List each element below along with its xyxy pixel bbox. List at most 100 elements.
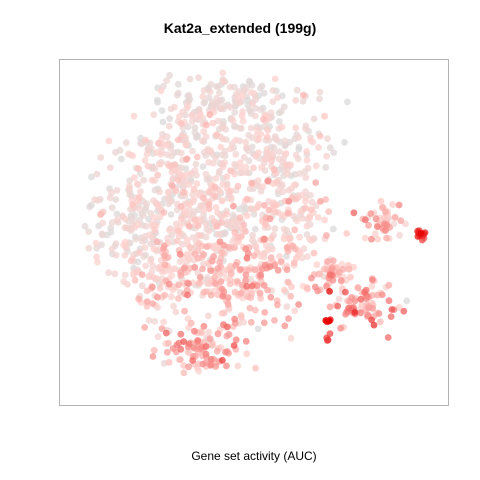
data-point xyxy=(285,279,292,286)
data-point xyxy=(143,298,151,305)
data-point xyxy=(164,234,172,242)
data-point xyxy=(285,315,292,322)
data-point xyxy=(158,107,166,114)
data-point xyxy=(328,264,336,271)
data-point xyxy=(302,173,310,181)
data-point xyxy=(267,293,275,301)
data-point xyxy=(374,235,382,243)
data-point xyxy=(202,288,210,295)
data-point xyxy=(154,201,162,209)
data-point xyxy=(164,188,172,196)
data-point xyxy=(214,265,222,272)
data-point xyxy=(257,271,265,279)
data-point xyxy=(144,145,152,153)
data-point xyxy=(210,253,218,260)
data-point xyxy=(303,253,311,261)
data-point xyxy=(201,98,209,106)
data-point xyxy=(186,201,194,208)
data-point xyxy=(174,136,182,144)
data-point xyxy=(316,88,324,96)
data-point xyxy=(112,240,120,248)
data-point xyxy=(259,183,267,191)
data-point xyxy=(212,175,220,182)
data-point xyxy=(213,222,221,230)
data-point xyxy=(179,132,187,140)
data-point xyxy=(274,94,281,101)
data-point xyxy=(133,180,141,188)
data-point xyxy=(271,317,278,324)
data-point xyxy=(214,83,222,90)
data-point xyxy=(261,235,268,243)
data-point xyxy=(357,309,365,317)
data-point xyxy=(264,286,271,294)
data-point xyxy=(237,313,245,321)
data-point xyxy=(130,174,138,182)
data-point xyxy=(310,249,318,257)
data-point xyxy=(168,272,176,280)
data-point xyxy=(122,139,130,147)
data-point xyxy=(227,187,235,195)
data-point xyxy=(141,244,149,252)
data-point xyxy=(316,95,323,103)
data-point xyxy=(369,305,376,312)
data-point xyxy=(314,214,322,221)
data-point xyxy=(142,222,150,230)
data-point xyxy=(191,167,199,174)
data-point xyxy=(236,214,244,222)
data-point xyxy=(292,151,300,159)
data-point xyxy=(135,165,142,173)
data-point xyxy=(232,150,240,158)
data-point xyxy=(191,129,199,137)
data-point xyxy=(172,166,179,174)
data-point xyxy=(150,245,158,253)
data-point xyxy=(145,317,153,324)
data-point xyxy=(262,220,269,228)
data-point xyxy=(213,131,221,139)
data-point xyxy=(171,161,179,168)
data-point xyxy=(388,306,396,313)
data-point xyxy=(144,162,152,170)
data-point xyxy=(206,88,214,96)
data-point xyxy=(188,112,196,120)
data-point xyxy=(140,253,148,261)
data-point xyxy=(184,102,192,110)
data-point xyxy=(191,216,199,224)
data-point xyxy=(324,135,331,143)
data-point xyxy=(194,337,202,344)
data-point xyxy=(263,145,271,153)
data-point xyxy=(185,280,192,287)
data-point xyxy=(164,194,172,202)
data-point xyxy=(206,335,214,343)
data-point xyxy=(269,87,277,94)
data-point xyxy=(200,194,207,202)
data-point xyxy=(150,111,158,118)
data-point xyxy=(174,80,182,88)
data-point xyxy=(229,117,237,125)
data-point xyxy=(280,103,288,111)
data-point xyxy=(129,201,137,209)
data-point xyxy=(241,86,249,94)
data-point xyxy=(224,323,231,331)
data-point xyxy=(303,284,311,292)
data-point xyxy=(242,138,250,146)
data-point xyxy=(196,274,204,281)
data-point xyxy=(137,188,144,195)
data-point xyxy=(161,261,169,269)
data-point xyxy=(184,291,191,299)
data-point xyxy=(167,211,175,218)
data-point xyxy=(207,267,215,274)
data-point xyxy=(325,208,333,216)
chart-title: Kat2a_extended (199g) xyxy=(163,20,317,36)
data-point xyxy=(169,176,177,183)
data-point xyxy=(161,291,169,299)
data-point xyxy=(282,150,290,157)
data-point xyxy=(191,250,199,258)
data-point xyxy=(185,223,193,230)
data-point xyxy=(207,291,215,299)
data-point xyxy=(178,240,186,248)
data-point xyxy=(132,235,140,243)
data-point xyxy=(385,281,393,289)
data-point xyxy=(126,191,134,199)
data-point xyxy=(369,276,376,284)
data-point xyxy=(350,209,358,217)
